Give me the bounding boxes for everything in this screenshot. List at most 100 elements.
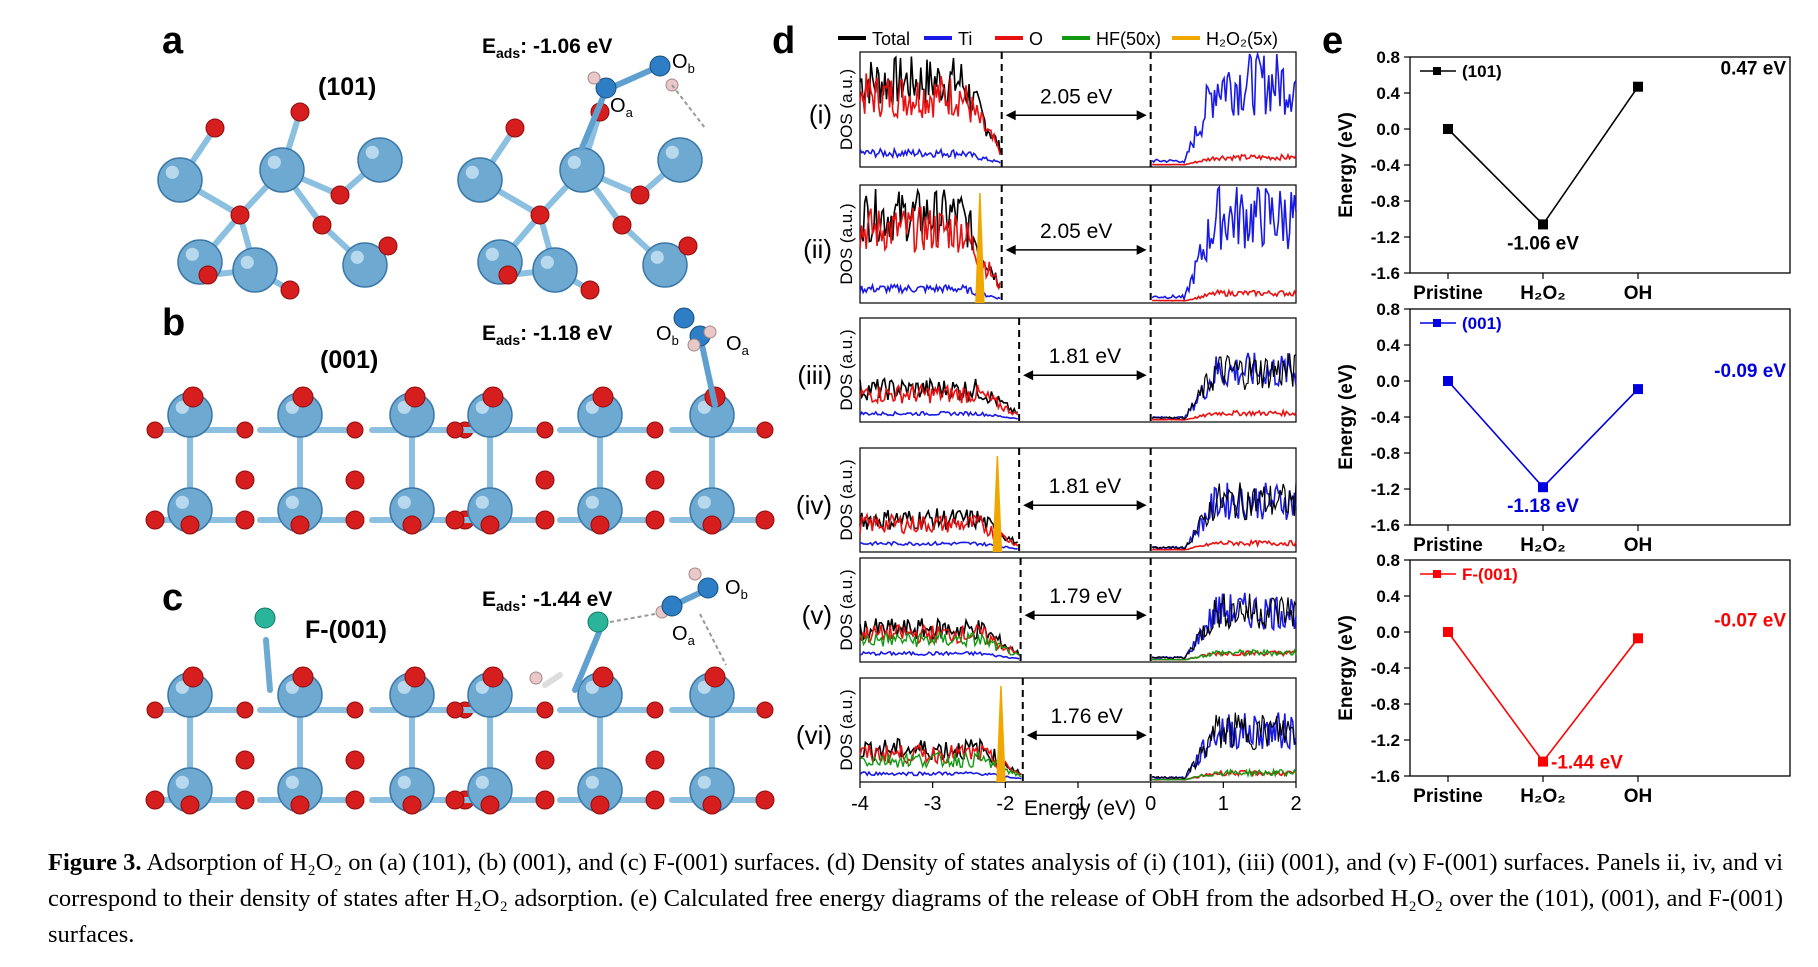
atom-highlight xyxy=(475,495,489,509)
o-atom xyxy=(446,421,464,439)
h-bond xyxy=(609,613,656,623)
caption-figure-label: Figure 3. xyxy=(48,849,142,876)
dos-trace xyxy=(859,508,1018,546)
dos-row: (ii) DOS (a.u.) 2.05 eV xyxy=(803,184,1297,304)
category-label: H₂O₂ xyxy=(1520,535,1565,556)
dos-legend: Total Ti O HF(50x) H₂O₂(5x) xyxy=(838,29,1278,49)
atom-highlight xyxy=(175,495,189,509)
dos-trace xyxy=(1151,184,1297,302)
dos-x-axis-label: Energy (eV) xyxy=(1024,797,1136,820)
o-atom xyxy=(402,515,422,535)
ti-atom xyxy=(259,147,305,193)
o-atom xyxy=(345,750,365,770)
panel-letter-b: b xyxy=(162,302,185,344)
dos-trace xyxy=(1152,767,1297,781)
atom-highlight xyxy=(475,775,489,789)
o-atom xyxy=(446,701,464,719)
o-atom xyxy=(180,515,200,535)
h-bond xyxy=(671,84,706,129)
o-atom xyxy=(280,280,300,300)
legend-label: (101) xyxy=(1462,62,1502,81)
o-atom xyxy=(482,386,504,408)
atom-highlight xyxy=(165,165,179,179)
dos-row: (vi) DOS (a.u.) 1.76 eV xyxy=(796,677,1297,783)
dos-rows: (i) DOS (a.u.) 2.05 eV (ii) DOS (a.u.) 2.05 e… xyxy=(796,50,1302,815)
legend-label: (001) xyxy=(1462,314,1502,333)
dos-frame xyxy=(859,317,1297,423)
data-point xyxy=(1443,627,1453,637)
o-atom xyxy=(702,795,722,815)
panel-letter-e: e xyxy=(1322,20,1343,62)
legend-label: HF(50x) xyxy=(1096,29,1161,49)
dos-trace xyxy=(859,650,1020,660)
dos-row-label: (ii) xyxy=(803,234,832,264)
data-point xyxy=(1443,376,1453,386)
gap-value: 1.81 eV xyxy=(1049,475,1121,498)
panel-letter-c: c xyxy=(162,577,183,619)
atom-highlight xyxy=(465,165,479,179)
surface-label-c: F-(001) xyxy=(305,616,387,644)
o-atom xyxy=(755,790,775,810)
o-atom xyxy=(230,205,250,225)
atom-label-ob-c: Ob xyxy=(725,577,748,602)
adsorbate-o xyxy=(661,595,683,617)
o-atom xyxy=(536,701,554,719)
dos-trace xyxy=(1151,593,1297,660)
o-atom xyxy=(592,666,614,688)
o-atom xyxy=(312,215,332,235)
o-atom xyxy=(235,470,255,490)
dos-trace xyxy=(1152,408,1297,421)
dos-trace xyxy=(1152,152,1297,166)
data-point xyxy=(1633,633,1643,644)
atom-highlight xyxy=(175,775,189,789)
arrow-head xyxy=(1136,730,1147,741)
bond xyxy=(579,87,609,151)
dos-row-label: (iv) xyxy=(796,490,832,520)
category-label: Pristine xyxy=(1413,535,1483,556)
arrow-head xyxy=(1024,610,1035,621)
o-atom xyxy=(702,515,722,535)
surface-label-b: (001) xyxy=(320,346,378,374)
o-atom xyxy=(404,386,426,408)
panel-letter-d: d xyxy=(772,20,795,62)
o-atom xyxy=(146,421,164,439)
series-line xyxy=(1447,631,1639,763)
h-bond xyxy=(699,613,727,666)
dos-trace xyxy=(859,742,1022,776)
y-tick-label: -0.4 xyxy=(1371,408,1401,427)
x-tick-label: 1 xyxy=(1218,793,1229,815)
o-atom xyxy=(445,510,465,530)
atom-highlight xyxy=(285,775,299,789)
dos-trace xyxy=(1152,648,1297,661)
atom-highlight xyxy=(665,145,679,159)
dos-y-label: DOS (a.u.) xyxy=(837,203,856,284)
eads-label-b: Eads: -1.18 eV xyxy=(482,322,612,348)
gap-value: 2.05 eV xyxy=(1040,220,1112,243)
dos-trace xyxy=(860,540,1018,550)
legend-label: F-(001) xyxy=(1462,565,1518,584)
arrow-head xyxy=(1005,244,1016,255)
dos-y-label: DOS (a.u.) xyxy=(837,689,856,770)
o-atom xyxy=(345,790,365,810)
dos-row: (iv) DOS (a.u.) 1.81 eV xyxy=(796,447,1297,553)
dos-trace xyxy=(1152,288,1297,302)
atom-highlight xyxy=(185,247,199,261)
o-atom xyxy=(290,102,310,122)
energy-chart: 0.8 0.4 0.0 -0.4 -0.8 -1.2 -1.6 Energy (eV) Pris… xyxy=(1336,48,1791,304)
atom-highlight xyxy=(485,247,499,261)
surface-label-a: (101) xyxy=(318,73,376,101)
dos-row: (v) DOS (a.u.) 1.79 eV xyxy=(802,557,1297,663)
o-atom xyxy=(646,421,664,439)
o-atom xyxy=(592,386,614,408)
atom-highlight xyxy=(365,145,379,159)
data-point xyxy=(1443,124,1453,134)
dos-trace xyxy=(859,382,1019,416)
energy-chart: 0.8 0.4 0.0 -0.4 -0.8 -1.2 -1.6 Energy (eV) Pris… xyxy=(1336,551,1791,807)
o-atom xyxy=(630,185,650,205)
data-point xyxy=(1633,384,1643,395)
data-point xyxy=(1538,482,1548,493)
o-atom xyxy=(535,750,555,770)
o-atom xyxy=(235,510,255,530)
energy-chart: 0.8 0.4 0.0 -0.4 -0.8 -1.2 -1.6 Energy (eV) Pris… xyxy=(1336,300,1791,556)
o-atom xyxy=(235,750,255,770)
